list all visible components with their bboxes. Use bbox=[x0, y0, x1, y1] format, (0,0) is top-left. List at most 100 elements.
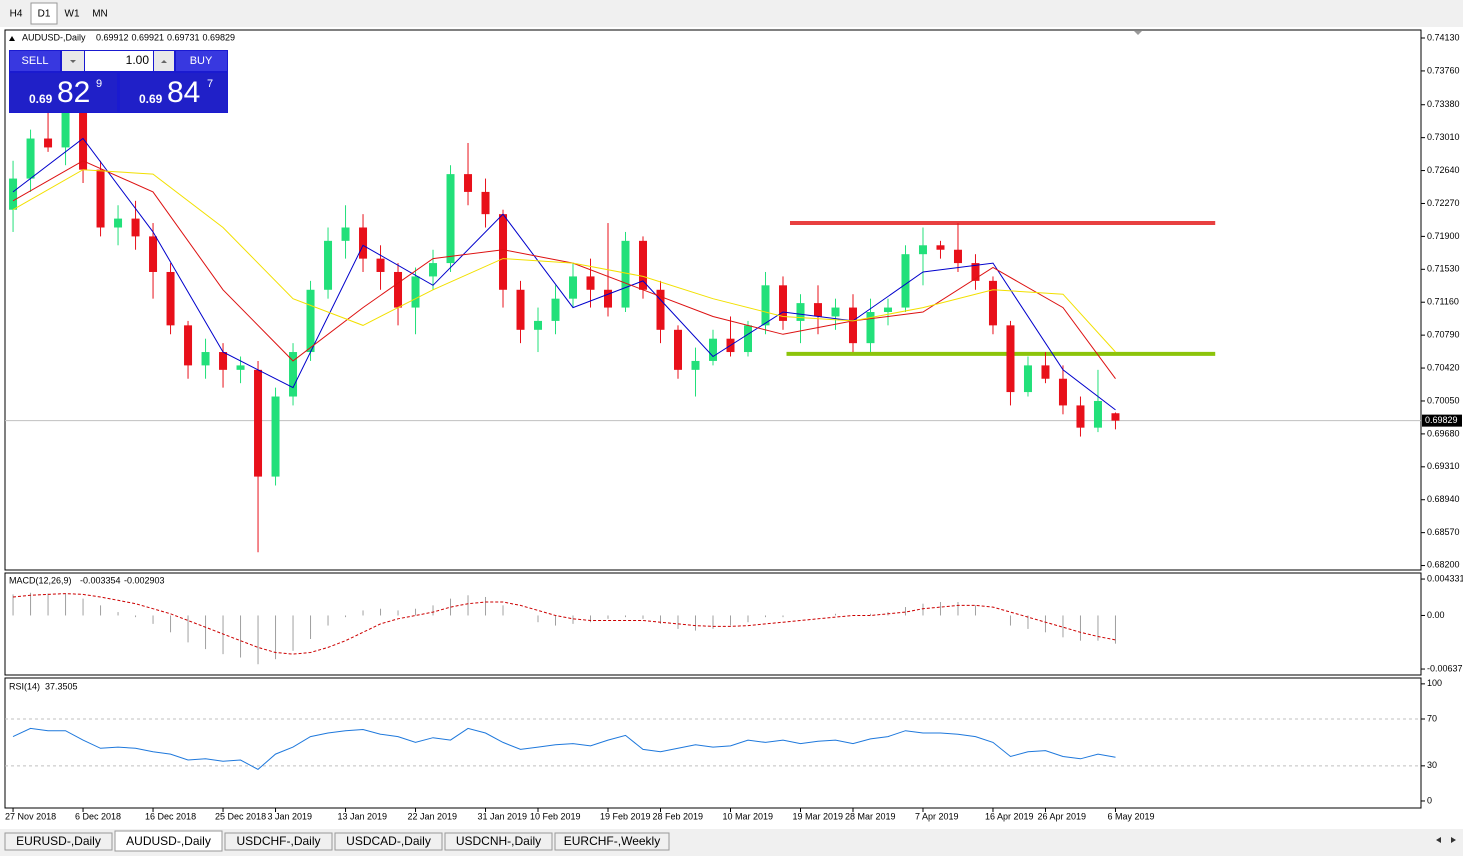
timeframe-tab[interactable] bbox=[87, 3, 113, 24]
candle-body bbox=[219, 352, 228, 370]
buy-button[interactable] bbox=[176, 51, 227, 71]
indicator-title: RSI(14) bbox=[9, 681, 40, 691]
symbol-tab-label[interactable]: EURCHF-,Weekly bbox=[564, 834, 660, 848]
buy-label[interactable]: BUY bbox=[190, 55, 213, 67]
timeframe-label[interactable]: H4 bbox=[10, 9, 23, 20]
candle-body bbox=[953, 249, 962, 264]
ohlc-open: 0.69912 bbox=[96, 32, 129, 42]
macd-panel bbox=[4, 572, 1422, 676]
timeframe-label[interactable]: W1 bbox=[65, 9, 80, 20]
price-tag bbox=[1422, 414, 1462, 427]
candle-body bbox=[271, 396, 280, 477]
candle-body bbox=[464, 174, 473, 192]
ask-prefix: 0.69 bbox=[139, 92, 163, 106]
x-tick-label: 19 Mar 2019 bbox=[792, 811, 843, 821]
y-tick-label: 0.71900 bbox=[1427, 231, 1460, 241]
candle-body bbox=[306, 289, 315, 353]
y-tick-label: 0.71160 bbox=[1427, 297, 1459, 307]
candle-body bbox=[936, 245, 945, 250]
symbol-tab-label[interactable]: USDCAD-,Daily bbox=[346, 834, 431, 848]
scroll-left[interactable] bbox=[1436, 837, 1441, 843]
x-tick-label: 16 Apr 2019 bbox=[985, 811, 1034, 821]
x-tick-label: 19 Feb 2019 bbox=[600, 811, 651, 821]
timeframe-tab[interactable] bbox=[59, 3, 85, 24]
x-tick-label: 13 Jan 2019 bbox=[338, 811, 388, 821]
x-tick-label: 31 Jan 2019 bbox=[478, 811, 528, 821]
chart-title: AUDUSD-,Daily bbox=[22, 32, 86, 42]
candle-body bbox=[866, 312, 875, 344]
symbol-tab[interactable] bbox=[224, 832, 333, 851]
candle-body bbox=[639, 240, 648, 290]
candle-body bbox=[131, 218, 140, 237]
candle-body bbox=[551, 298, 560, 321]
symbol-tab[interactable] bbox=[444, 832, 553, 851]
x-tick-label: 16 Dec 2018 bbox=[145, 811, 196, 821]
arrow-up bbox=[161, 60, 167, 63]
symbol-tab[interactable] bbox=[114, 830, 223, 852]
y-tick-label: 100 bbox=[1427, 678, 1442, 688]
candle-body bbox=[44, 138, 53, 148]
symbol-tab[interactable] bbox=[4, 832, 113, 851]
sell-button[interactable] bbox=[10, 51, 60, 71]
y-tick-label: 0.72270 bbox=[1427, 198, 1460, 208]
candle-body bbox=[1093, 400, 1102, 428]
symbol-tab[interactable] bbox=[554, 832, 670, 851]
y-tick-label: 0.73760 bbox=[1427, 65, 1460, 75]
y-tick-label: 0.68570 bbox=[1427, 527, 1460, 537]
bid-box[interactable] bbox=[10, 73, 117, 112]
candle-body bbox=[376, 258, 385, 272]
candle-body bbox=[813, 303, 822, 317]
timeframe-label[interactable]: MN bbox=[92, 9, 108, 20]
x-tick-label: 28 Mar 2019 bbox=[845, 811, 896, 821]
candle-body bbox=[114, 218, 123, 228]
candle-body bbox=[446, 174, 455, 264]
candle-body bbox=[79, 111, 88, 170]
timeframe-label[interactable]: D1 bbox=[38, 9, 51, 20]
lot-value[interactable]: 1.00 bbox=[126, 53, 150, 67]
sell-label[interactable]: SELL bbox=[22, 55, 49, 67]
indicator-title: MACD(12,26,9) bbox=[9, 575, 72, 585]
symbol-tab-label[interactable]: EURUSD-,Daily bbox=[16, 834, 101, 848]
ask-box[interactable] bbox=[120, 73, 227, 112]
bid-big: 82 bbox=[57, 76, 90, 109]
symbol-tab-label[interactable]: AUDUSD-,Daily bbox=[126, 834, 211, 848]
lot-input[interactable] bbox=[85, 51, 153, 71]
main-panel bbox=[4, 29, 1422, 571]
moving-average bbox=[12, 169, 1116, 353]
candle-body bbox=[796, 303, 805, 321]
candle-body bbox=[691, 360, 700, 370]
signal-line bbox=[12, 593, 1116, 655]
rsi-line bbox=[12, 727, 1116, 771]
x-tick-label: 3 Jan 2019 bbox=[268, 811, 313, 821]
timeframe-tab[interactable] bbox=[30, 2, 58, 25]
y-tick-label: 0.73380 bbox=[1427, 99, 1460, 109]
x-tick-label: 6 May 2019 bbox=[1107, 811, 1154, 821]
symbol-tab-label[interactable]: USDCNH-,Daily bbox=[456, 834, 541, 848]
x-tick-label: 28 Feb 2019 bbox=[653, 811, 704, 821]
arrow-down bbox=[70, 60, 76, 63]
candle-body bbox=[569, 276, 578, 299]
candle-body bbox=[988, 280, 997, 326]
ohlc-low: 0.69731 bbox=[167, 32, 200, 42]
y-tick-label: 0.70050 bbox=[1427, 395, 1460, 405]
candle-body bbox=[848, 307, 857, 344]
candle-body bbox=[429, 263, 438, 277]
ohlc-high: 0.69921 bbox=[132, 32, 165, 42]
candle-body bbox=[201, 352, 210, 366]
scroll-right[interactable] bbox=[1451, 837, 1456, 843]
timeframe-tab[interactable] bbox=[3, 3, 29, 24]
symbol-tab-label[interactable]: USDCHF-,Daily bbox=[237, 834, 321, 848]
candle-body bbox=[1006, 325, 1015, 393]
candle-body bbox=[604, 289, 613, 308]
symbol-tab[interactable] bbox=[334, 832, 443, 851]
candle-body bbox=[341, 227, 350, 241]
candle-body bbox=[971, 263, 980, 281]
y-tick-label: 0.68200 bbox=[1427, 559, 1460, 569]
y-tick-label: 0.70790 bbox=[1427, 330, 1460, 340]
ask-small: 7 bbox=[207, 78, 213, 90]
signal-value: -0.002903 bbox=[124, 575, 165, 585]
candle-body bbox=[901, 254, 910, 308]
candle-body bbox=[674, 329, 683, 370]
x-tick-label: 6 Dec 2018 bbox=[75, 811, 121, 821]
